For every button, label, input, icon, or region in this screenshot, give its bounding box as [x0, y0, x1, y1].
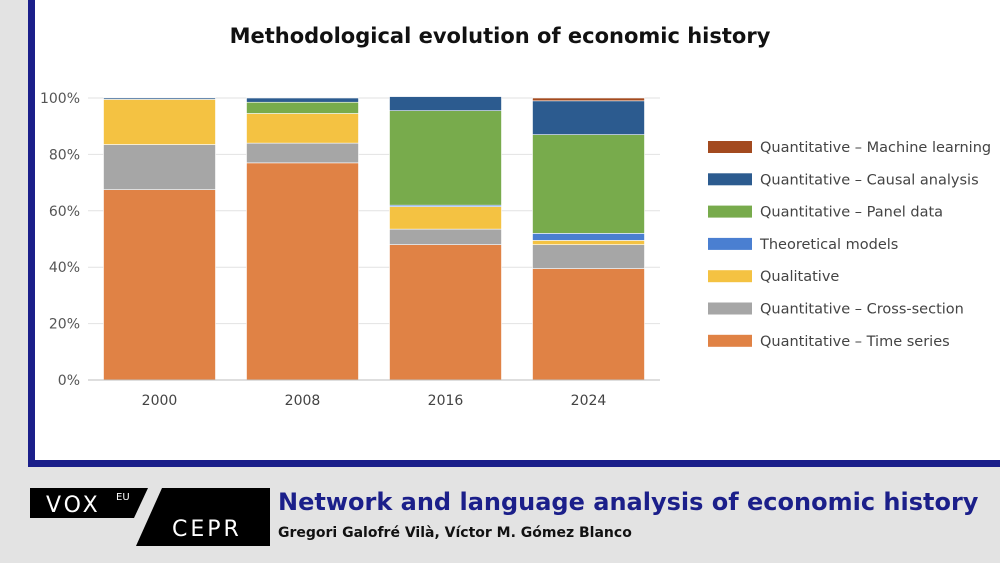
y-tick-label: 40%: [49, 260, 80, 276]
legend-swatch: [708, 237, 752, 250]
logo-eu-text: EU: [116, 492, 130, 503]
y-tick-label: 100%: [40, 91, 80, 107]
legend-label: Quantitative – Machine learning: [760, 140, 991, 156]
bar-segment: [389, 244, 502, 381]
bar-segment: [532, 233, 645, 241]
legend-label: Quantitative – Time series: [760, 334, 950, 350]
bars: [103, 96, 645, 381]
footer-authors: Gregori Galofré Vilà, Víctor M. Gómez Bl…: [278, 525, 632, 541]
bar-segment: [532, 100, 645, 135]
legend-swatch: [708, 205, 752, 218]
legend-swatch: [708, 334, 752, 347]
y-tick-label: 60%: [49, 204, 80, 220]
bar-segment: [103, 99, 216, 145]
vox-logo-box: [30, 488, 148, 518]
bar-segment: [103, 144, 216, 190]
cepr-logo-box: [136, 488, 270, 546]
stacked-bar-chart: 0% 20% 40% 60% 80% 100% 2000 2008 2016 2024 Quan…: [40, 91, 991, 409]
legend-swatch: [708, 173, 752, 186]
x-tick-label: 2024: [571, 393, 607, 409]
legend-label: Quantitative – Cross-section: [760, 302, 964, 318]
bar-segment: [103, 97, 216, 100]
legend-label: Quantitative – Panel data: [760, 205, 943, 221]
bar-segment: [103, 189, 216, 381]
y-tick-label: 80%: [49, 147, 80, 163]
bar-segment: [246, 101, 359, 114]
bar-segment: [246, 97, 359, 103]
bar-segment: [246, 142, 359, 164]
x-axis: 2000 2008 2016 2024: [88, 379, 660, 409]
logo-vox-text: VOX: [46, 493, 101, 518]
bar-segment: [532, 134, 645, 234]
bar-segment: [246, 113, 359, 144]
bar-segment: [389, 206, 502, 230]
bar-segment: [389, 96, 502, 111]
bar-segment: [532, 244, 645, 269]
legend-swatch: [708, 270, 752, 283]
legend-swatch: [708, 141, 752, 153]
logo-cepr-text: CEPR: [172, 517, 242, 542]
footer-title: Network and language analysis of economi…: [278, 488, 979, 516]
y-tick-label: 0%: [58, 373, 80, 389]
bar-segment: [532, 97, 645, 102]
bar-segment: [246, 162, 359, 381]
x-tick-label: 2008: [285, 393, 321, 409]
legend-swatch: [708, 302, 752, 315]
bar-segment: [389, 228, 502, 245]
y-tick-label: 20%: [49, 317, 80, 333]
x-tick-label: 2016: [428, 393, 464, 409]
voxeu-cepr-logo: VOX EU CEPR: [30, 488, 270, 546]
legend-label: Quantitative – Causal analysis: [760, 172, 979, 188]
bar-segment: [532, 240, 645, 245]
legend-label: Theoretical models: [759, 237, 898, 253]
bar-segment: [532, 268, 645, 381]
legend-label: Qualitative: [760, 269, 839, 285]
chart-title: Methodological evolution of economic his…: [229, 24, 771, 48]
legend: Quantitative – Machine learning Quantitat…: [708, 140, 991, 350]
bar-segment: [389, 110, 502, 206]
x-tick-label: 2000: [142, 393, 178, 409]
y-axis: 0% 20% 40% 60% 80% 100%: [40, 91, 80, 389]
